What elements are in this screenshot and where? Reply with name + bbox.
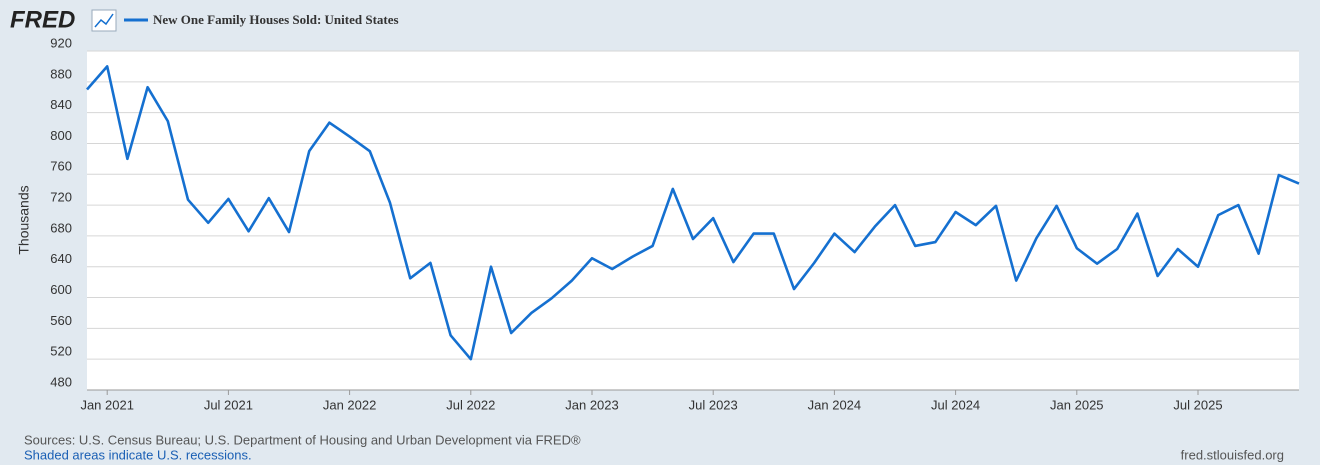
x-tick-label: Jul 2022 (446, 397, 495, 412)
y-tick-label: 520 (50, 344, 72, 359)
x-tick-label: Jan 2025 (1050, 397, 1104, 412)
source: Sources: U.S. Census Bureau; U.S. Depart… (24, 432, 581, 447)
y-tick-label: 560 (50, 313, 72, 328)
y-tick-label: 640 (50, 251, 72, 266)
legend-label: New One Family Houses Sold: United State… (153, 12, 399, 27)
x-tick-label: Jul 2023 (689, 397, 738, 412)
y-tick-label: 760 (50, 159, 72, 174)
y-axis-label: Thousands (16, 185, 32, 254)
plot-area (87, 51, 1299, 390)
x-tick-label: Jan 2023 (565, 397, 619, 412)
logo: FRED (10, 6, 75, 33)
credit: fred.stlouisfed.org (1181, 447, 1284, 462)
note: Shaded areas indicate U.S. recessions. (24, 447, 252, 462)
logo-icon (91, 9, 117, 32)
y-tick-label: 720 (50, 190, 72, 205)
y-tick-label: 800 (50, 128, 72, 143)
x-tick-label: Jan 2022 (323, 397, 377, 412)
y-tick-label: 480 (50, 374, 72, 389)
series-line (86, 65, 1300, 361)
x-tick-label: Jan 2021 (80, 397, 134, 412)
y-tick-label: 920 (50, 35, 72, 50)
x-tick-label: Jul 2021 (204, 397, 253, 412)
y-tick-label: 680 (50, 220, 72, 235)
x-tick-label: Jul 2025 (1173, 397, 1222, 412)
y-tick-label: 840 (50, 97, 72, 112)
x-tick-label: Jul 2024 (931, 397, 980, 412)
y-tick-label: 880 (50, 66, 72, 81)
y-tick-label: 600 (50, 282, 72, 297)
x-tick-label: Jan 2024 (808, 397, 862, 412)
